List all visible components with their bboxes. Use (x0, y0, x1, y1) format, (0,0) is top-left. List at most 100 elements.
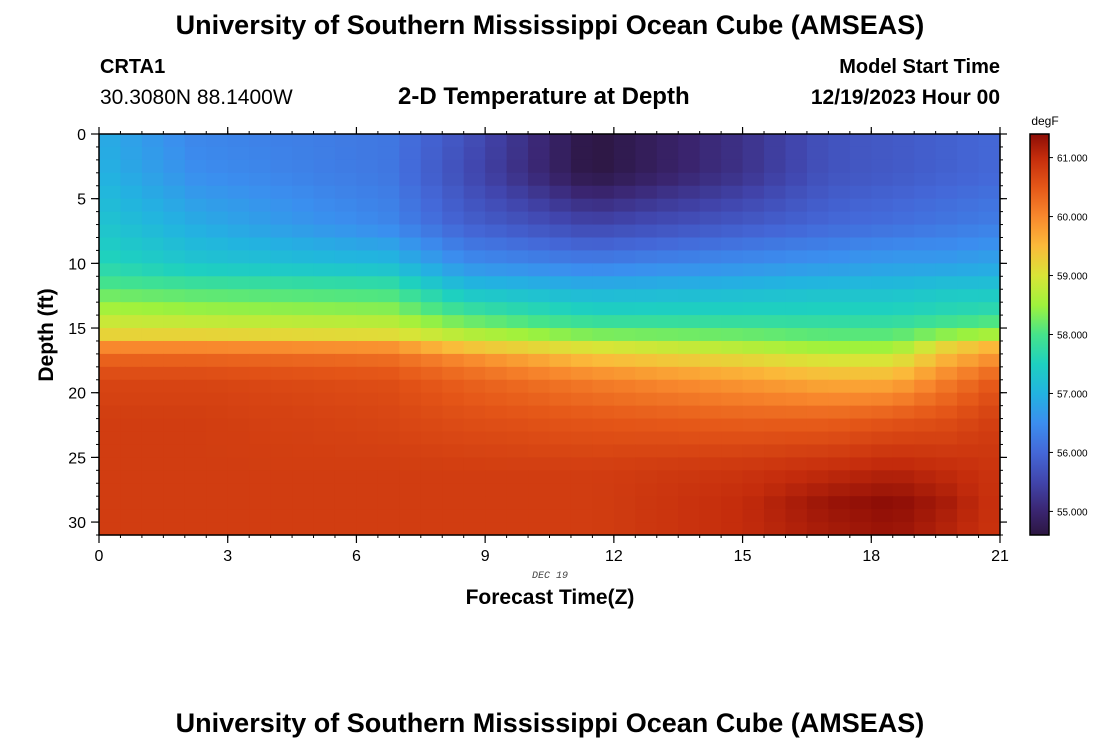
heatmap-cell (656, 276, 679, 290)
heatmap-cell (442, 509, 465, 523)
heatmap-cell (420, 470, 443, 484)
heatmap-cell (742, 405, 765, 420)
heatmap-cell (528, 302, 551, 316)
heatmap-cell (99, 366, 122, 381)
heatmap-cell (227, 224, 250, 239)
heatmap-cell (721, 146, 744, 161)
heatmap-cell (549, 470, 572, 484)
heatmap-cell (957, 172, 980, 187)
x-tick-label: 15 (734, 548, 752, 565)
heatmap-cell (957, 315, 980, 329)
heatmap-cell (420, 509, 443, 523)
heatmap-cell (678, 431, 701, 446)
heatmap-cell (377, 146, 400, 161)
heatmap-cell (699, 353, 722, 368)
heatmap-cell (270, 522, 293, 536)
heatmap-cell (141, 134, 164, 148)
heatmap-cell (570, 405, 593, 420)
heatmap-cell (270, 172, 293, 187)
heatmap-cell (978, 250, 1001, 264)
heatmap-cell (141, 198, 164, 213)
heatmap-cell (249, 237, 272, 252)
y-tick-label: 15 (68, 321, 86, 338)
heatmap-cell (613, 366, 636, 381)
heatmap-cell (399, 379, 422, 394)
heatmap-cell (292, 418, 315, 433)
heatmap-cell (206, 159, 229, 174)
heatmap-cell (935, 431, 958, 446)
heatmap-cell (528, 353, 551, 368)
heatmap-cell (828, 470, 851, 484)
heatmap-cell (656, 146, 679, 161)
heatmap-cell (270, 185, 293, 200)
heatmap-cell (764, 224, 787, 239)
heatmap-cell (227, 366, 250, 381)
heatmap-cell (785, 444, 808, 458)
heatmap-cell (141, 159, 164, 174)
heatmap-cell (141, 250, 164, 264)
heatmap-cell (699, 237, 722, 252)
heatmap-cell (785, 224, 808, 239)
heatmap-cell (570, 379, 593, 394)
heatmap-cell (613, 405, 636, 420)
heatmap-cell (141, 392, 164, 407)
heatmap-cell (978, 405, 1001, 420)
heatmap-cell (549, 263, 572, 277)
heatmap-cell (635, 496, 658, 510)
heatmap-cell (914, 340, 937, 355)
heatmap-cell (935, 172, 958, 187)
heatmap-cell (635, 263, 658, 277)
heatmap-cell (978, 483, 1001, 497)
heatmap-cell (227, 340, 250, 355)
heatmap-cell (892, 211, 915, 226)
heatmap-cell (721, 483, 744, 497)
heatmap-cell (206, 379, 229, 394)
heatmap-cell (399, 522, 422, 536)
heatmap-cell (99, 134, 122, 148)
heatmap-cell (914, 418, 937, 433)
heatmap-cell (592, 315, 615, 329)
heatmap-cell (828, 509, 851, 523)
heatmap-cell (163, 224, 186, 239)
heatmap-cell (613, 379, 636, 394)
heatmap-cell (356, 276, 379, 290)
heatmap-cell (377, 134, 400, 148)
heatmap-cell (785, 289, 808, 303)
heatmap-cell (420, 328, 443, 342)
heatmap-cell (914, 211, 937, 226)
heatmap-cell (935, 522, 958, 536)
heatmap-cell (549, 340, 572, 355)
heatmap-cell (978, 302, 1001, 316)
heatmap-cell (678, 172, 701, 187)
x-tick-label: 3 (223, 548, 232, 565)
heatmap-cell (957, 211, 980, 226)
heatmap-cell (678, 328, 701, 342)
heatmap-cell (249, 328, 272, 342)
y-tick-label: 0 (77, 127, 86, 144)
heatmap-cell (356, 392, 379, 407)
heatmap-cell (721, 522, 744, 536)
heatmap-cell (506, 134, 529, 148)
heatmap-cell (721, 224, 744, 239)
heatmap-cell (935, 379, 958, 394)
heatmap-cell (292, 353, 315, 368)
heatmap-cell (184, 289, 207, 303)
heatmap-cell (356, 263, 379, 277)
heatmap-cell (957, 522, 980, 536)
heatmap-cell (506, 289, 529, 303)
heatmap-cell (163, 418, 186, 433)
heatmap-cell (184, 353, 207, 368)
heatmap-cell (377, 159, 400, 174)
heatmap-cell (613, 509, 636, 523)
x-tick-label: 18 (862, 548, 880, 565)
heatmap-cell (463, 315, 486, 329)
heatmap-cell (742, 211, 765, 226)
heatmap-cell (806, 263, 829, 277)
heatmap-cell (377, 444, 400, 458)
heatmap-cell (99, 379, 122, 394)
heatmap-cell (785, 198, 808, 213)
heatmap-cell (270, 418, 293, 433)
heatmap-cell (249, 470, 272, 484)
heatmap-cell (141, 276, 164, 290)
heatmap-cell (120, 224, 143, 239)
